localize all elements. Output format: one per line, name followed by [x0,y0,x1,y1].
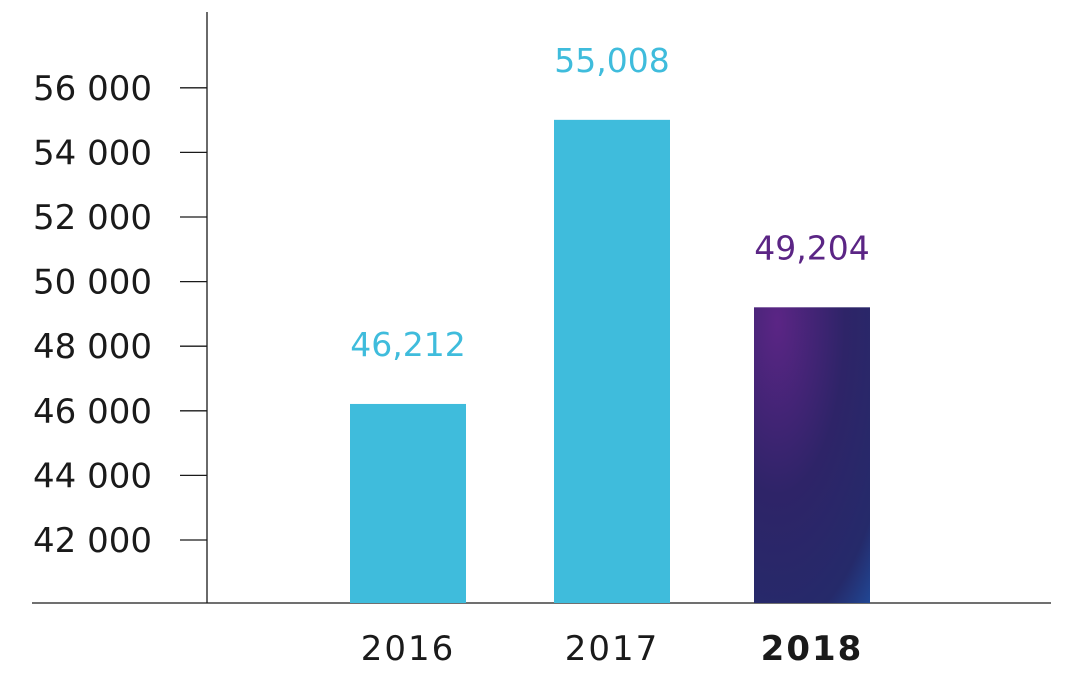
y-ticks: 42 000 44 000 46 000 48 000 50 000 52 000 54 0… [33,69,207,561]
data-label-2017: 55,008 [554,41,669,80]
bars [350,119,870,603]
y-tick-label: 46 000 [33,392,152,432]
x-tick-label-2017: 2017 [565,629,660,669]
y-tick-label: 54 000 [33,133,152,173]
data-label-2018: 49,204 [754,228,869,267]
bar-2018 [754,307,870,603]
bar-2016 [350,403,466,603]
y-tick-label: 50 000 [33,263,152,303]
y-tick-label: 52 000 [33,198,152,238]
x-tick-label-2018: 2018 [761,629,864,669]
y-tick-label: 44 000 [33,456,152,496]
y-tick-label: 56 000 [33,69,152,109]
axes [32,12,1051,604]
labels: 46,212 2016 55,008 2017 49,204 2018 [350,41,869,669]
y-tick-label: 48 000 [33,327,152,367]
data-label-2016: 46,212 [350,325,465,364]
x-tick-label-2016: 2016 [361,629,456,669]
y-tick-label: 42 000 [33,521,152,561]
bar-2017 [554,119,670,603]
